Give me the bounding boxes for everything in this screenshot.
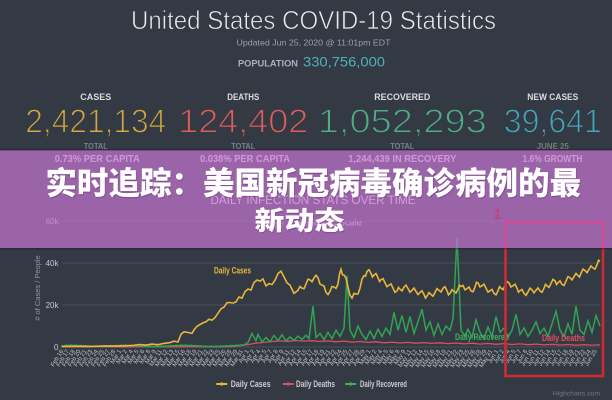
svg-text:39,641: 39,641 [504, 103, 602, 140]
svg-text:2,421,134: 2,421,134 [25, 103, 166, 140]
svg-text:330,756,000: 330,756,000 [303, 54, 385, 70]
svg-text:Updated Jun 25, 2020 @ 11:01pm: Updated Jun 25, 2020 @ 11:01pm EDT [237, 37, 391, 47]
svg-text:DEATHS: DEATHS [227, 92, 259, 102]
svg-text:Daily Deaths: Daily Deaths [542, 333, 585, 343]
svg-text:Daily Deaths: Daily Deaths [296, 379, 335, 389]
svg-text:1: 1 [493, 207, 501, 223]
svg-text:CASES: CASES [80, 92, 111, 102]
svg-text:40k: 40k [46, 259, 60, 268]
svg-text:United States COVID-19 Statist: United States COVID-19 Statistics [131, 5, 496, 35]
svg-text:Daily Recovered: Daily Recovered [360, 379, 407, 389]
svg-text:124,402: 124,402 [178, 103, 308, 140]
svg-text:POPULATION: POPULATION [238, 59, 298, 70]
svg-text:TOTAL: TOTAL [84, 141, 108, 151]
svg-text:RECOVERED: RECOVERED [374, 92, 430, 102]
svg-text:Daily Cases: Daily Cases [214, 266, 251, 276]
svg-text:Daily Cases: Daily Cases [231, 379, 271, 389]
svg-text:20k: 20k [46, 301, 60, 310]
svg-text:TOTAL: TOTAL [390, 141, 414, 151]
svg-text:Daily Recovered: Daily Recovered [455, 332, 509, 342]
svg-text:0: 0 [54, 343, 59, 352]
svg-text:# of Cases / People: # of Cases / People [33, 255, 42, 320]
svg-text:TOTAL: TOTAL [231, 141, 255, 151]
svg-text:NEW CASES: NEW CASES [527, 92, 578, 102]
svg-text:1,052,293: 1,052,293 [318, 103, 487, 140]
svg-text:JUNE 25: JUNE 25 [537, 141, 569, 151]
svg-text:Highcharts.com: Highcharts.com [553, 391, 601, 398]
